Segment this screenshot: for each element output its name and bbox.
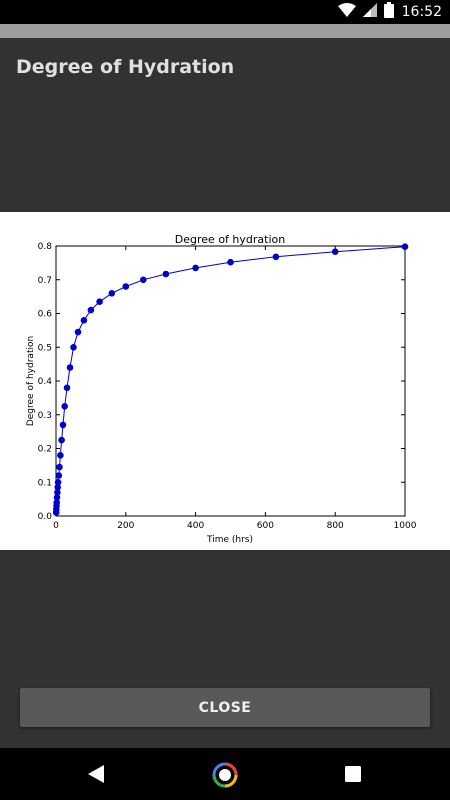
data-point (61, 403, 68, 410)
home-icon[interactable] (212, 762, 238, 792)
x-tick-label: 1000 (394, 521, 417, 531)
wifi-icon (337, 2, 356, 22)
data-point (63, 384, 71, 392)
y-tick-label: 0.1 (38, 478, 52, 488)
hydration-chart: Degree of hydration 0 200 400 600 800 1000 0.0… (26, 233, 417, 545)
status-icons: 16:52 (337, 2, 442, 22)
y-tick-label: 0.8 (38, 242, 53, 252)
x-axis-label: Time (hrs) (206, 535, 253, 545)
x-tick-label: 400 (187, 521, 204, 531)
y-tick-label: 0.6 (38, 310, 53, 320)
y-tick-label: 0.2 (38, 445, 52, 455)
data-point (162, 270, 170, 278)
close-button[interactable]: CLOSE (20, 688, 430, 727)
y-tick-label: 0.5 (38, 343, 52, 353)
data-point (54, 479, 62, 486)
app-bar-strip (0, 24, 450, 38)
dialog-title: Degree of Hydration (16, 56, 235, 78)
data-point (58, 436, 65, 444)
y-tick-label: 0.0 (38, 512, 53, 522)
x-tick-label: 0 (53, 521, 59, 531)
navigation-bar (0, 748, 450, 800)
back-icon[interactable] (86, 764, 106, 788)
y-tick-label: 0.3 (38, 411, 52, 421)
status-bar: 16:52 (0, 0, 450, 24)
data-point (122, 283, 130, 290)
series-line (55, 246, 406, 513)
battery-icon (383, 2, 394, 22)
x-tick-label: 200 (117, 521, 134, 531)
dialog-header (0, 38, 450, 212)
data-point (59, 421, 67, 429)
y-tick-label: 0.4 (38, 377, 53, 387)
data-point (272, 253, 280, 261)
data-point (108, 290, 116, 297)
data-point (401, 243, 409, 251)
data-point (96, 298, 103, 305)
status-time: 16:52 (401, 4, 442, 20)
data-point (66, 364, 74, 371)
data-point (140, 276, 147, 284)
data-point (80, 317, 88, 324)
data-point (227, 258, 234, 266)
x-tick-label: 600 (257, 521, 274, 531)
x-tick-label: 800 (327, 521, 344, 531)
recents-icon[interactable] (345, 766, 361, 786)
data-point (192, 264, 199, 272)
chart-container: Degree of hydration 0 200 400 600 800 1000 0.0… (0, 212, 450, 550)
plot-frame (55, 245, 406, 517)
chart-title: Degree of hydration (175, 233, 285, 246)
data-point (55, 472, 63, 479)
data-point (331, 248, 339, 256)
y-tick-label: 0.7 (38, 276, 52, 286)
data-point (87, 306, 95, 314)
data-point (70, 344, 77, 351)
data-point (57, 452, 64, 459)
data-point (74, 328, 82, 336)
signal-icon (362, 2, 378, 22)
y-axis-label: Degree of hydration (26, 336, 36, 426)
data-point (56, 463, 63, 471)
